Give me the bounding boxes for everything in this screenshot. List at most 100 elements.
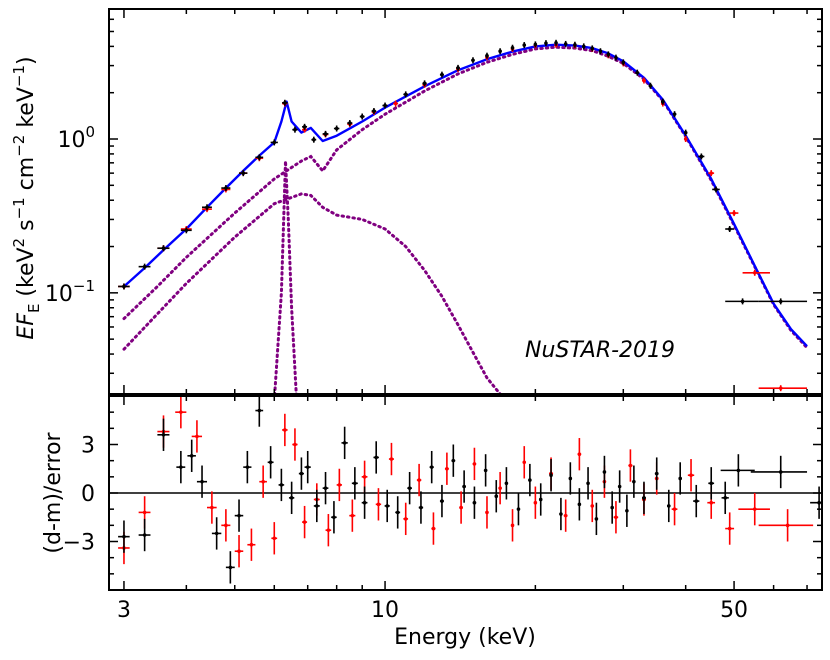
- residual-marker: [678, 476, 682, 481]
- data-marker: [393, 101, 398, 106]
- residual-marker: [362, 500, 367, 505]
- residual-data-point: [191, 420, 203, 453]
- data-marker: [383, 103, 387, 108]
- residual-data-point: [632, 465, 636, 498]
- residual-marker: [179, 465, 183, 469]
- spectrum-data-point: [282, 99, 288, 106]
- residual-marker: [654, 471, 659, 476]
- data-marker: [635, 70, 640, 75]
- residual-marker: [709, 500, 714, 505]
- spectrum-data-points: [118, 39, 808, 392]
- residual-data-point: [617, 470, 622, 503]
- residual-marker: [494, 494, 499, 499]
- spectrum-data-point: [554, 39, 558, 46]
- residual-marker: [723, 496, 728, 500]
- residual-data-point: [810, 486, 822, 519]
- y-tick-label: 100: [57, 123, 95, 153]
- model-component-line: [122, 45, 809, 350]
- residual-data-points: [118, 396, 822, 584]
- residual-data-point: [336, 468, 343, 502]
- residual-marker: [445, 466, 449, 471]
- residual-marker: [179, 410, 183, 414]
- residual-y-axis-label: (d-m)/error: [41, 431, 66, 553]
- instrument-annotation: NuSTAR-2019: [525, 338, 675, 363]
- residual-data-point: [243, 450, 252, 484]
- residual-data-point: [373, 441, 379, 474]
- residual-data-point: [533, 486, 538, 519]
- residual-data-point: [750, 455, 808, 489]
- residual-data-point: [444, 452, 449, 485]
- residual-data-point: [234, 535, 244, 568]
- residual-data-point: [388, 442, 394, 476]
- residual-data-point: [451, 444, 456, 477]
- residual-data-point: [304, 450, 311, 484]
- data-marker: [293, 127, 297, 132]
- data-marker: [403, 92, 408, 97]
- residual-data-point: [118, 520, 130, 553]
- data-marker: [323, 132, 328, 136]
- residual-data-point: [577, 438, 582, 471]
- data-marker: [714, 187, 718, 192]
- residual-y-tick-label: −3: [63, 531, 95, 556]
- model-curves: [122, 43, 809, 394]
- residual-data-point: [349, 499, 356, 532]
- residual-marker: [586, 481, 590, 486]
- residual-marker: [429, 465, 434, 469]
- spectrum-data-point: [302, 123, 308, 130]
- residual-marker: [440, 499, 444, 503]
- residual-data-point: [234, 499, 244, 532]
- residual-data-point: [641, 481, 646, 515]
- spectrum-data-point: [621, 59, 626, 66]
- residual-marker: [268, 460, 273, 465]
- data-marker: [732, 211, 736, 215]
- spectrum-data-point: [590, 45, 595, 52]
- residual-data-point: [288, 481, 295, 515]
- residual-data-point: [472, 486, 477, 519]
- residual-marker: [161, 433, 166, 437]
- total-model-line: [123, 43, 808, 348]
- residual-data-point: [628, 449, 633, 482]
- data-marker: [573, 42, 577, 47]
- residual-marker: [323, 486, 328, 490]
- data-marker: [621, 60, 626, 65]
- spectrum-y-axis-label: EFE (keV2 s−1 cm−2 keV−1): [10, 56, 43, 339]
- data-marker: [522, 43, 527, 47]
- residual-data-point: [211, 517, 222, 550]
- residual-marker: [472, 500, 477, 505]
- data-marker: [348, 121, 352, 125]
- spectrum-data-point: [239, 170, 248, 177]
- residual-y-tick-label: 3: [81, 434, 95, 459]
- residual-marker: [590, 504, 595, 508]
- residual-data-point: [375, 488, 382, 521]
- spectrum-data-point: [698, 153, 705, 160]
- residual-marker: [302, 520, 307, 524]
- residual-marker: [538, 497, 543, 502]
- residual-data-point: [687, 459, 695, 492]
- spectrum-data-point: [422, 80, 427, 87]
- spectrum-data-point: [180, 227, 192, 234]
- residual-data-point: [708, 467, 715, 500]
- spectrum-data-point: [471, 57, 475, 64]
- data-marker: [778, 299, 783, 304]
- residual-data-point: [431, 512, 436, 545]
- y-axis-label-part: 2: [10, 238, 28, 248]
- data-marker: [334, 126, 339, 131]
- y-axis-label-part: −1: [10, 197, 28, 219]
- y-tick-exponent: 0: [85, 123, 95, 141]
- residual-marker: [210, 505, 214, 510]
- residual-marker: [516, 507, 521, 511]
- data-marker: [485, 53, 489, 58]
- residual-marker: [666, 504, 671, 508]
- data-marker: [257, 155, 262, 160]
- residual-marker: [237, 513, 241, 518]
- spectrum-data-point: [708, 170, 715, 177]
- residual-marker: [374, 455, 378, 460]
- residual-data-point: [322, 471, 329, 505]
- y-tick-label: 10−1: [45, 277, 95, 307]
- residual-data-point: [459, 491, 463, 524]
- data-marker: [205, 205, 209, 210]
- spectrum-data-point: [635, 69, 640, 76]
- y-axis-label-part: s: [14, 219, 39, 237]
- y-axis-label-part: (keV: [14, 247, 39, 303]
- residual-data-point: [395, 496, 401, 529]
